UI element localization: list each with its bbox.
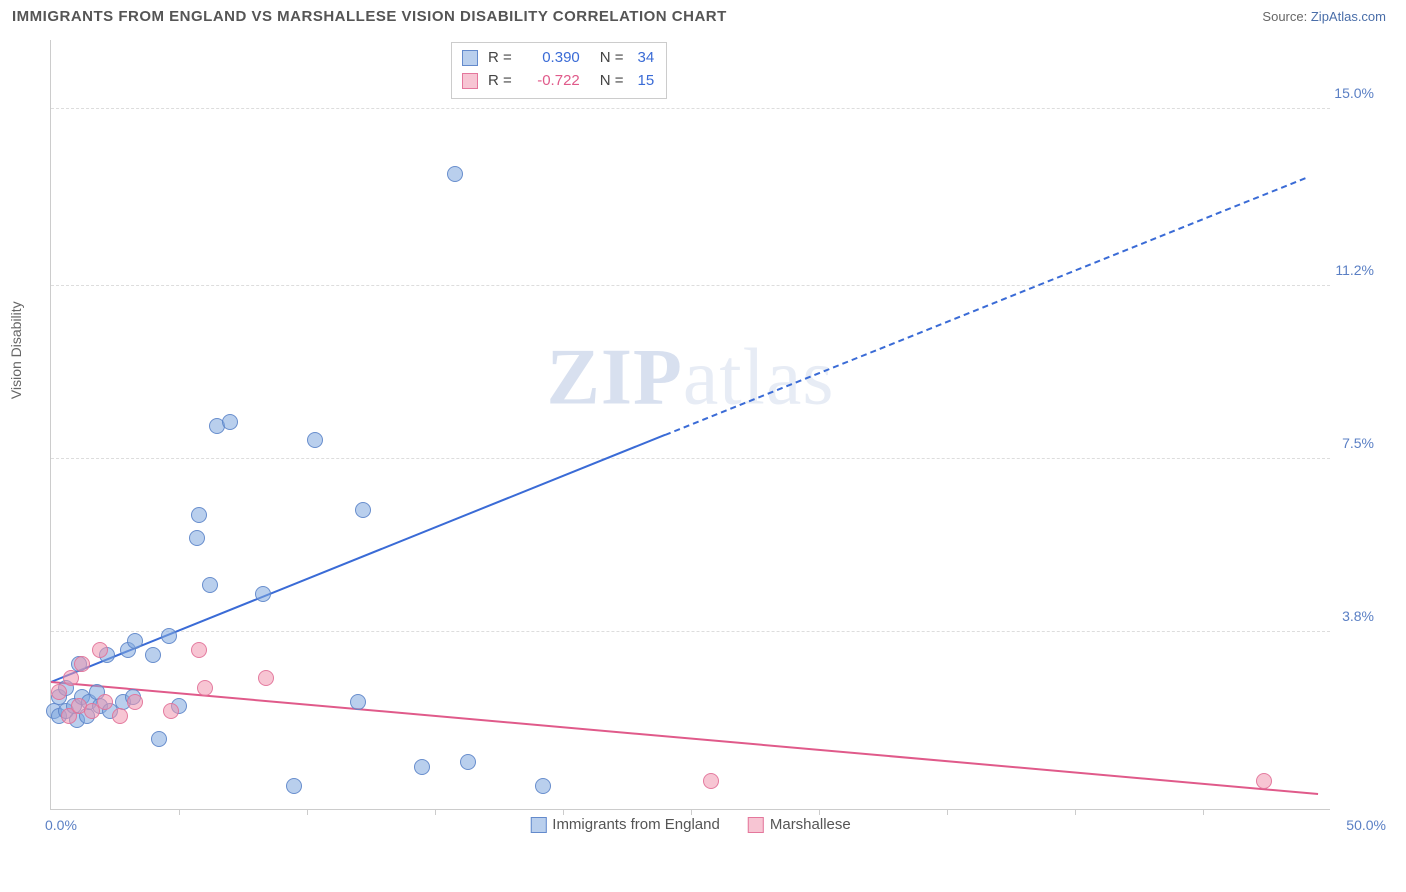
grid-line bbox=[51, 458, 1330, 459]
x-axis-max-label: 50.0% bbox=[1346, 817, 1386, 833]
x-axis-min-label: 0.0% bbox=[45, 817, 77, 833]
r-value-pink: -0.722 bbox=[522, 70, 580, 93]
chip-pink-icon bbox=[462, 73, 478, 89]
scatter-point bbox=[151, 731, 167, 747]
r-label-2: R = bbox=[488, 70, 512, 93]
trend-line-dashed bbox=[665, 177, 1306, 436]
legend: Immigrants from England Marshallese bbox=[530, 816, 850, 833]
legend-label-england: Immigrants from England bbox=[552, 816, 720, 833]
scatter-point bbox=[127, 694, 143, 710]
x-tick bbox=[307, 809, 308, 815]
y-tick-label: 7.5% bbox=[1342, 435, 1374, 451]
chart-title: IMMIGRANTS FROM ENGLAND VS MARSHALLESE V… bbox=[12, 8, 727, 25]
r-label: R = bbox=[488, 47, 512, 70]
y-axis-title: Vision Disability bbox=[8, 301, 24, 399]
scatter-point bbox=[460, 754, 476, 770]
scatter-point bbox=[535, 778, 551, 794]
source-credit: Source: ZipAtlas.com bbox=[1262, 9, 1386, 24]
y-tick-label: 11.2% bbox=[1335, 262, 1374, 278]
x-tick bbox=[947, 809, 948, 815]
x-tick bbox=[691, 809, 692, 815]
x-tick bbox=[435, 809, 436, 815]
scatter-point bbox=[197, 680, 213, 696]
trend-line bbox=[51, 681, 1318, 795]
scatter-point bbox=[703, 773, 719, 789]
scatter-point bbox=[51, 684, 67, 700]
scatter-point bbox=[145, 647, 161, 663]
scatter-point bbox=[163, 703, 179, 719]
n-value-blue: 34 bbox=[638, 47, 655, 70]
n-label-2: N = bbox=[600, 70, 624, 93]
scatter-point bbox=[255, 586, 271, 602]
x-tick bbox=[179, 809, 180, 815]
scatter-point bbox=[112, 708, 128, 724]
n-value-pink: 15 bbox=[638, 70, 655, 93]
watermark: ZIPatlas bbox=[547, 333, 835, 424]
legend-chip-blue-icon bbox=[530, 817, 546, 833]
scatter-point bbox=[191, 507, 207, 523]
scatter-point bbox=[74, 656, 90, 672]
n-label: N = bbox=[600, 47, 624, 70]
x-tick bbox=[563, 809, 564, 815]
grid-line bbox=[51, 631, 1330, 632]
scatter-point bbox=[1256, 773, 1272, 789]
x-tick bbox=[1075, 809, 1076, 815]
x-tick bbox=[819, 809, 820, 815]
chart-container: Vision Disability ZIPatlas R = 0.390 N =… bbox=[50, 40, 1390, 840]
scatter-point bbox=[286, 778, 302, 794]
scatter-point bbox=[191, 642, 207, 658]
source-link[interactable]: ZipAtlas.com bbox=[1311, 9, 1386, 24]
stats-box: R = 0.390 N = 34 R = -0.722 N = 15 bbox=[451, 42, 667, 99]
source-label: Source: bbox=[1262, 9, 1307, 24]
legend-label-marshallese: Marshallese bbox=[770, 816, 851, 833]
scatter-point bbox=[350, 694, 366, 710]
y-tick-label: 15.0% bbox=[1334, 85, 1374, 101]
stats-row-blue: R = 0.390 N = 34 bbox=[462, 47, 654, 70]
scatter-point bbox=[161, 628, 177, 644]
x-tick bbox=[1203, 809, 1204, 815]
scatter-point bbox=[127, 633, 143, 649]
scatter-point bbox=[414, 759, 430, 775]
scatter-point bbox=[258, 670, 274, 686]
chip-blue-icon bbox=[462, 50, 478, 66]
grid-line bbox=[51, 285, 1330, 286]
plot-area: ZIPatlas R = 0.390 N = 34 R = -0.722 N =… bbox=[50, 40, 1330, 810]
scatter-point bbox=[447, 166, 463, 182]
scatter-point bbox=[97, 694, 113, 710]
legend-item-marshallese: Marshallese bbox=[748, 816, 851, 833]
scatter-point bbox=[189, 530, 205, 546]
scatter-point bbox=[355, 502, 371, 518]
legend-chip-pink-icon bbox=[748, 817, 764, 833]
stats-row-pink: R = -0.722 N = 15 bbox=[462, 70, 654, 93]
trend-line bbox=[51, 434, 666, 683]
legend-item-england: Immigrants from England bbox=[530, 816, 720, 833]
r-value-blue: 0.390 bbox=[522, 47, 580, 70]
scatter-point bbox=[92, 642, 108, 658]
y-tick-label: 3.8% bbox=[1342, 608, 1374, 624]
scatter-point bbox=[63, 670, 79, 686]
scatter-point bbox=[222, 414, 238, 430]
scatter-point bbox=[307, 432, 323, 448]
scatter-point bbox=[202, 577, 218, 593]
grid-line bbox=[51, 108, 1330, 109]
